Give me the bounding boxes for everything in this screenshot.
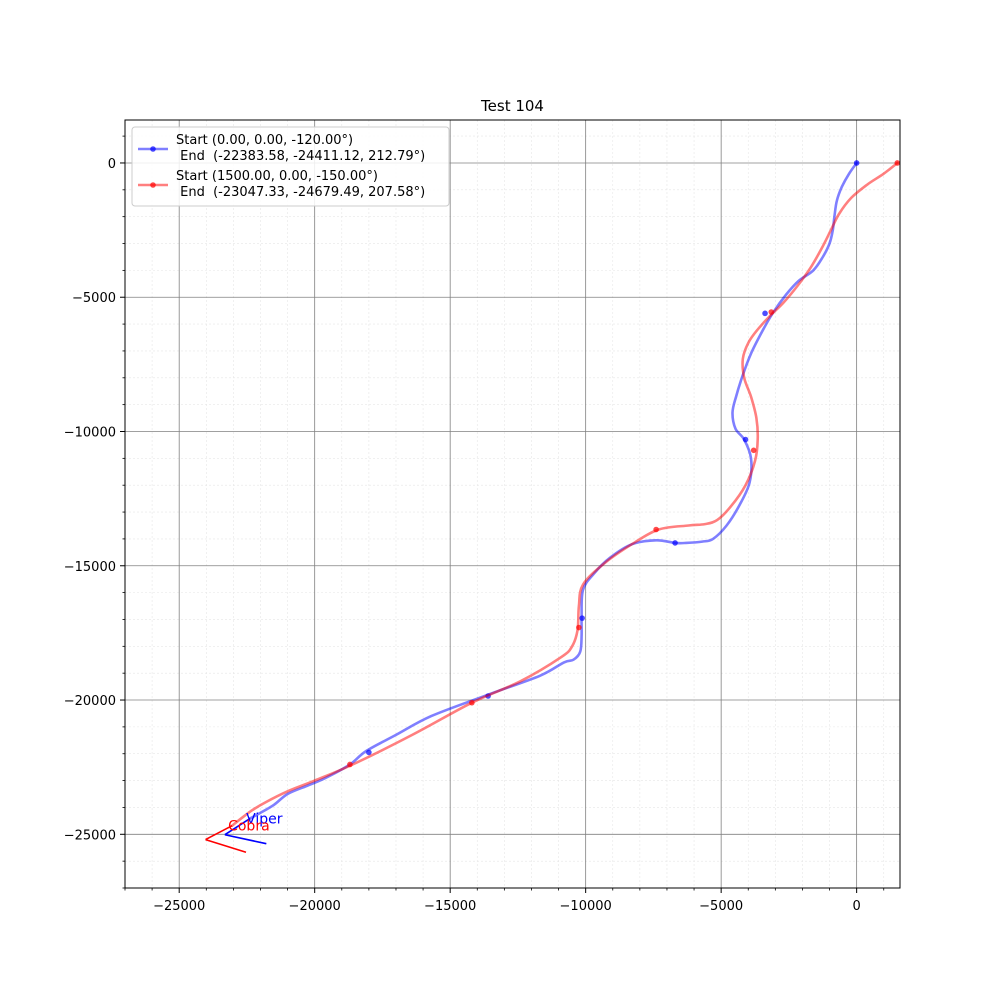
plot-frame <box>124 119 901 889</box>
legend-entry-0-line2: End (-22383.58, -24411.12, 212.79°) <box>176 149 425 164</box>
series-marker-1 <box>576 624 582 631</box>
end-label-cobra: Cobra <box>228 819 270 835</box>
series-marker-0 <box>672 540 678 546</box>
y-tick-label: −25000 <box>64 828 116 843</box>
series-marker-1 <box>653 526 659 533</box>
x-axis: −25000 −20000 −15000 −10000 −5000 0 <box>124 888 885 914</box>
series-marker-1 <box>347 761 353 768</box>
y-tick-label: 0 <box>108 157 116 172</box>
heading-arrow <box>205 824 233 841</box>
series-line-1 <box>230 161 899 827</box>
legend-box <box>131 126 450 207</box>
series-marker-1 <box>894 160 901 166</box>
x-tick-label: −20000 <box>289 899 341 914</box>
series-marker-1 <box>750 447 757 454</box>
series-marker-0 <box>742 436 749 443</box>
series-marker-0 <box>762 310 768 317</box>
minor-grid <box>124 120 900 889</box>
series-marker-1 <box>469 699 475 706</box>
legend-swatch-marker-0 <box>150 146 156 152</box>
x-tick-label: −25000 <box>153 899 205 914</box>
y-tick-label: −15000 <box>64 560 116 575</box>
series-marker-1 <box>768 309 775 315</box>
series-marker-0 <box>366 749 372 756</box>
x-tick-label: −10000 <box>560 899 612 914</box>
series-layer <box>230 160 901 827</box>
legend-entry-1-line2: End (-23047.33, -24679.49, 207.58°) <box>176 185 425 200</box>
legend-entry-0-line1: Start (0.00, 0.00, -120.00°) <box>176 133 353 148</box>
x-tick-label: 0 <box>853 899 861 914</box>
x-tick-label: −15000 <box>424 899 476 914</box>
series-marker-0 <box>579 615 585 621</box>
chart-title: Test 104 <box>480 97 544 115</box>
heading-arrow-side <box>205 838 247 854</box>
heading-arrow-side <box>224 833 267 845</box>
x-tick-label: −5000 <box>699 899 743 914</box>
y-axis: 0 −5000 −10000 −15000 −20000 −25000 <box>64 135 125 889</box>
major-grid <box>125 120 900 888</box>
y-tick-label: −10000 <box>64 425 116 440</box>
legend-entry-1-line1: Start (1500.00, 0.00, -150.00°) <box>176 169 378 184</box>
heading-arrow <box>224 817 251 836</box>
end-label-viper: Viper <box>246 811 283 827</box>
y-tick-label: −20000 <box>64 694 116 709</box>
series-marker-0 <box>853 160 860 166</box>
legend: Start (0.00, 0.00, -120.00°) End (-22383… <box>131 126 450 207</box>
series-line-0 <box>248 161 858 820</box>
legend-swatch-marker-1 <box>150 182 156 188</box>
y-tick-label: −5000 <box>72 291 116 306</box>
